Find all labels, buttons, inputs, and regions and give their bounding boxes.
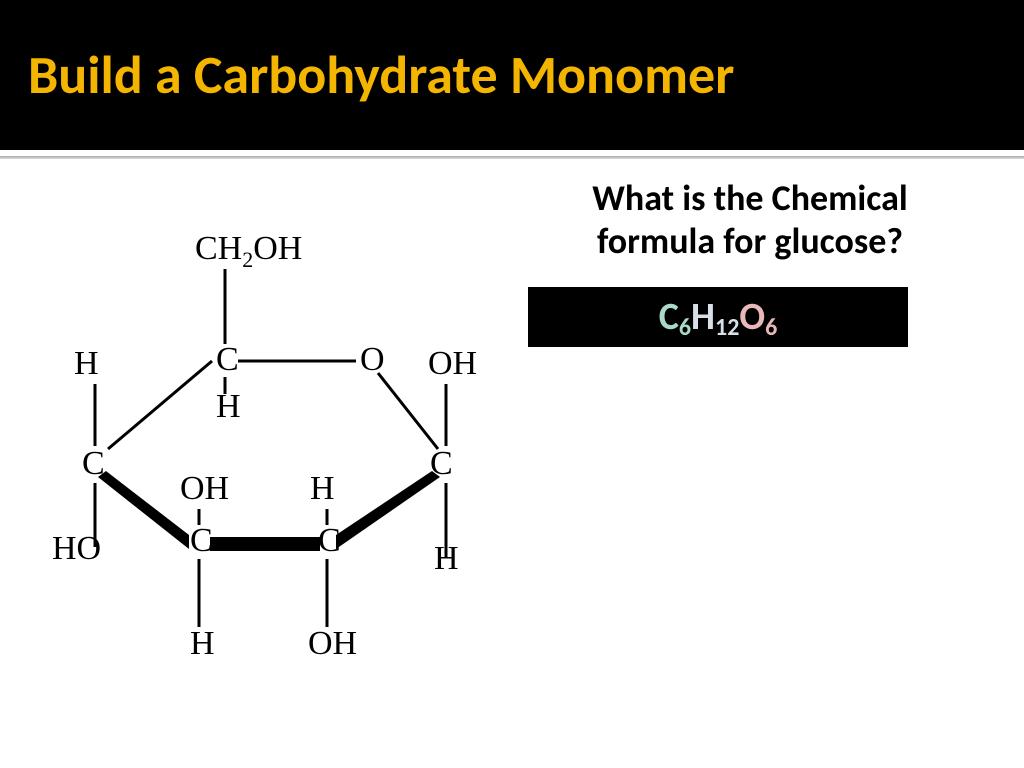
atom-label-H_inR: H xyxy=(310,470,335,507)
atom-label-C_right: C xyxy=(430,445,453,482)
atom-label-CH2OH: CH2OH xyxy=(195,230,302,272)
glucose-structure: CH2OHCOHOHCCHOHHHOHCCHOH xyxy=(20,199,520,699)
thick-bonds xyxy=(98,471,440,551)
formula-sub6b: 6 xyxy=(765,313,777,342)
bond xyxy=(108,361,212,449)
atom-label-C_top: C xyxy=(216,341,239,378)
formula-sub12: 12 xyxy=(715,313,739,342)
atom-label-OH_topR: OH xyxy=(428,345,477,382)
content-area: What is the Chemical formula for glucose… xyxy=(0,159,1024,767)
atom-label-H_botL: H xyxy=(190,625,215,662)
formula-C: C xyxy=(659,294,679,340)
formula-sub6: 6 xyxy=(679,313,691,342)
atom-label-H_right: H xyxy=(434,540,459,577)
page-title: Build a Carbohydrate Monomer xyxy=(28,42,734,108)
formula-H: H xyxy=(691,294,715,340)
question-text: What is the Chemical formula for glucose… xyxy=(520,177,980,263)
atom-label-C_botR: C xyxy=(318,522,341,559)
wedge-bond xyxy=(98,471,189,549)
wedge-bond xyxy=(210,537,320,551)
bond xyxy=(378,373,438,449)
atom-label-O_ring: O xyxy=(360,341,385,378)
formula-box: C 6 H 12 O 6 xyxy=(528,287,908,347)
atom-label-HO_left: HO xyxy=(52,530,101,567)
atom-label-H_underTop: H xyxy=(216,388,241,425)
atom-label-OH_inL: OH xyxy=(180,470,229,507)
atom-label-H_topL: H xyxy=(74,345,99,382)
question-line-2: formula for glucose? xyxy=(597,219,903,263)
question-line-1: What is the Chemical xyxy=(592,176,908,220)
wedge-bond xyxy=(336,471,440,549)
formula-O: O xyxy=(739,294,765,340)
thin-bonds xyxy=(95,269,446,627)
atom-label-C_left: C xyxy=(82,445,105,482)
title-bar: Build a Carbohydrate Monomer xyxy=(0,0,1024,150)
atom-label-OH_botR: OH xyxy=(308,625,357,662)
atom-label-C_botL: C xyxy=(190,522,213,559)
atom-labels: CH2OHCOHOHCCHOHHHOHCCHOH xyxy=(52,230,477,662)
